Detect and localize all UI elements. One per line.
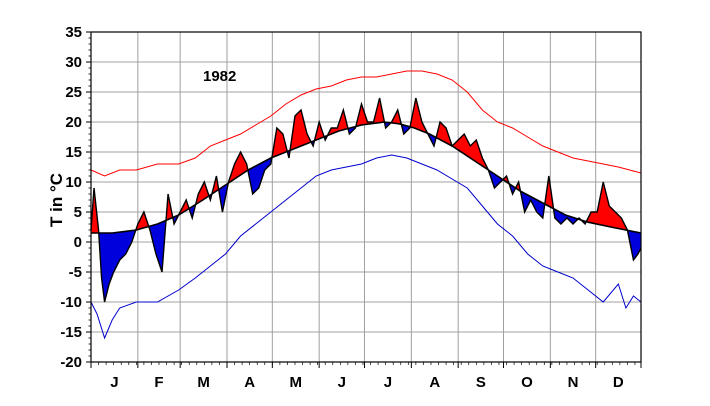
y-tick-label: 30 xyxy=(65,54,82,71)
x-tick-label: S xyxy=(476,374,486,391)
above-normal-area xyxy=(356,98,385,127)
above-normal-area xyxy=(545,176,554,209)
above-normal-area xyxy=(179,200,189,215)
record-min-line xyxy=(90,154,642,340)
y-tick-label: 20 xyxy=(65,114,82,131)
below-normal-area xyxy=(248,157,272,194)
y-tick-label: 10 xyxy=(65,174,82,191)
above-normal-area xyxy=(314,122,324,141)
anomaly-fills xyxy=(91,98,641,302)
above-normal-area xyxy=(436,122,452,146)
y-axis-title: T in °C xyxy=(47,173,66,227)
above-normal-area xyxy=(328,110,348,136)
below-normal-area xyxy=(149,220,166,272)
y-tick-label: -20 xyxy=(60,354,82,371)
record-max-line xyxy=(90,70,642,177)
x-tick-label: A xyxy=(244,374,255,391)
x-tick-label: D xyxy=(613,374,624,391)
x-tick-label: J xyxy=(384,374,392,391)
x-tick-label: J xyxy=(110,374,118,391)
above-normal-area xyxy=(452,134,488,170)
year-annotation: 1982 xyxy=(203,68,236,85)
y-tick-label: 5 xyxy=(74,204,82,221)
series-lines xyxy=(90,70,642,340)
above-normal-area xyxy=(228,152,248,183)
x-tick-label: F xyxy=(154,374,163,391)
x-tick-label: J xyxy=(338,374,346,391)
axes xyxy=(86,31,642,368)
y-tick-label: 25 xyxy=(65,84,82,101)
y-tick-label: -10 xyxy=(60,294,82,311)
observed-line xyxy=(90,97,642,303)
grid-lines xyxy=(91,31,641,363)
below-normal-area xyxy=(520,191,545,218)
x-tick-label: N xyxy=(568,374,579,391)
x-tick-label: A xyxy=(429,374,440,391)
y-tick-label: 15 xyxy=(65,144,82,161)
below-normal-area xyxy=(99,230,136,302)
y-tick-label: -5 xyxy=(69,264,82,281)
above-normal-area xyxy=(586,182,628,231)
y-tick-label: -15 xyxy=(60,324,82,341)
above-normal-area xyxy=(290,110,311,151)
x-tick-label: M xyxy=(197,374,210,391)
below-normal-area xyxy=(628,230,641,260)
x-tick-label: M xyxy=(289,374,302,391)
plot-frame xyxy=(90,31,642,363)
below-normal-area xyxy=(489,170,503,188)
y-tick-label: 0 xyxy=(74,234,82,251)
x-tick-label: O xyxy=(521,374,533,391)
y-tick-label: 35 xyxy=(65,24,82,41)
above-normal-area xyxy=(91,188,99,233)
tick-labels: 35 30 25 20 15 10 5 0 -5 -10 -15 -20 J F M A M J J A S O N D xyxy=(60,24,624,391)
